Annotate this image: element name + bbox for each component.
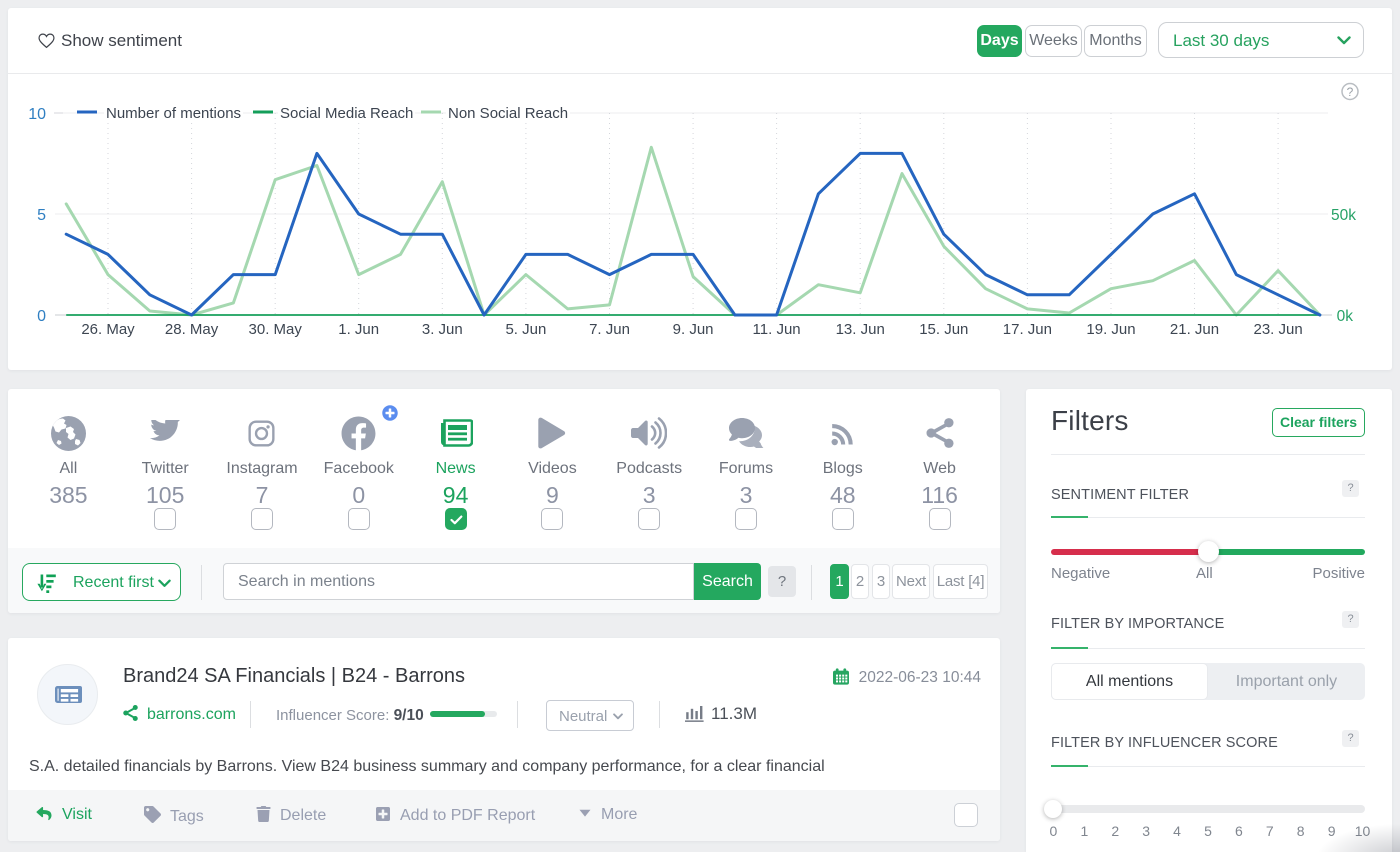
svg-text:9. Jun: 9. Jun (673, 321, 714, 338)
svg-text:1. Jun: 1. Jun (338, 321, 379, 338)
svg-text:26. May: 26. May (81, 321, 135, 338)
svg-text:5. Jun: 5. Jun (505, 321, 546, 338)
svg-text:7. Jun: 7. Jun (589, 321, 630, 338)
svg-text:17. Jun: 17. Jun (1003, 321, 1052, 338)
svg-text:13. Jun: 13. Jun (836, 321, 885, 338)
svg-text:?: ? (1347, 85, 1354, 99)
svg-text:23. Jun: 23. Jun (1253, 321, 1302, 338)
svg-text:5: 5 (37, 207, 46, 224)
svg-text:28. May: 28. May (165, 321, 219, 338)
svg-text:19. Jun: 19. Jun (1086, 321, 1135, 338)
svg-text:0: 0 (37, 308, 46, 325)
svg-text:15. Jun: 15. Jun (919, 321, 968, 338)
svg-text:0k: 0k (1337, 308, 1354, 325)
svg-text:10: 10 (28, 106, 46, 123)
svg-text:50k: 50k (1331, 207, 1356, 224)
svg-text:3. Jun: 3. Jun (422, 321, 463, 338)
svg-text:11. Jun: 11. Jun (753, 321, 801, 338)
svg-text:21. Jun: 21. Jun (1170, 321, 1219, 338)
svg-text:30. May: 30. May (249, 321, 303, 338)
